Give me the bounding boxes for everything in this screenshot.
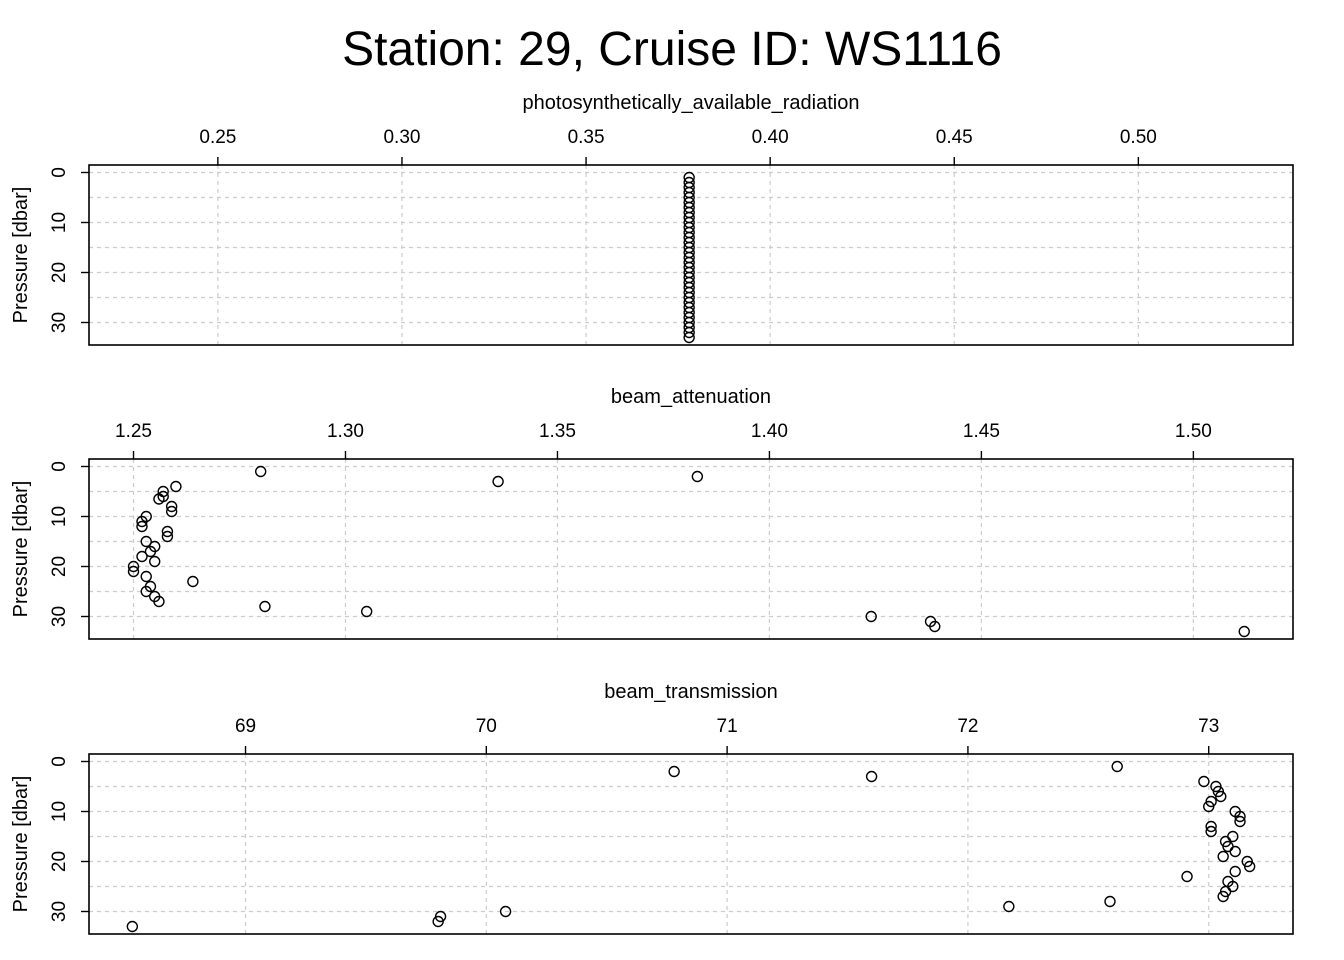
panel2-xtick-label-5: 1.50 bbox=[1175, 421, 1212, 442]
panel3-ytick-label-3: 30 bbox=[49, 901, 70, 922]
panel3-point-21 bbox=[1229, 865, 1241, 878]
panel2-point-14 bbox=[140, 535, 152, 548]
panel3-point-31 bbox=[432, 915, 444, 928]
panel3-point-26 bbox=[1217, 890, 1229, 903]
panel2-point-32 bbox=[1238, 625, 1250, 638]
panel2-point-7 bbox=[165, 500, 178, 513]
panel2-point-31 bbox=[929, 620, 941, 633]
panel3-point-6 bbox=[1215, 790, 1227, 803]
panel1-point-32 bbox=[683, 331, 695, 344]
panel1-frame bbox=[88, 164, 1294, 346]
panel3-xtick-label-4: 73 bbox=[1198, 716, 1219, 737]
panel2-point-27 bbox=[259, 600, 271, 613]
panel1-xtick-label-2: 0.35 bbox=[568, 127, 605, 148]
panel3-xtick-label-2: 71 bbox=[717, 716, 738, 737]
panel1-ylabel: Pressure [dbar] bbox=[10, 187, 32, 324]
panel2-xtick-label-3: 1.40 bbox=[751, 421, 788, 442]
chart-title: Station: 29, Cruise ID: WS1116 bbox=[342, 23, 1002, 76]
panel3-ytick-label-0: 0 bbox=[49, 756, 70, 767]
panel2-point-18 bbox=[149, 555, 161, 568]
panel1-xtick-label-0: 0.25 bbox=[199, 127, 236, 148]
panel2-point-29 bbox=[865, 610, 877, 623]
panel2-point-8 bbox=[165, 505, 178, 518]
panel3-xtick-label-0: 69 bbox=[235, 716, 256, 737]
panel2-frame bbox=[88, 458, 1294, 640]
panel3-point-3 bbox=[1198, 775, 1210, 788]
panel2-xtick-label-0: 1.25 bbox=[115, 421, 152, 442]
panel3-xtick-label-3: 72 bbox=[957, 716, 978, 737]
panel1-point-31 bbox=[683, 326, 695, 339]
panel2-xlabel: beam_attenuation bbox=[611, 386, 771, 408]
panel2-point-3 bbox=[170, 480, 182, 493]
panel1-xlabel: photosynthetically_available_radiation bbox=[523, 92, 860, 114]
panel2-point-2 bbox=[492, 475, 504, 488]
panel2-point-20 bbox=[127, 565, 140, 578]
panel2-ytick-label-3: 30 bbox=[49, 606, 70, 627]
panel1-ytick-label-2: 20 bbox=[49, 262, 70, 283]
panel2-ytick-label-1: 10 bbox=[49, 506, 70, 527]
panel2-point-16 bbox=[144, 545, 157, 558]
panel2-point-6 bbox=[153, 493, 165, 505]
panel3-point-20 bbox=[1243, 860, 1256, 873]
panel3-point-32 bbox=[126, 920, 139, 933]
panel2-xtick-label-2: 1.35 bbox=[539, 421, 576, 442]
panel3-point-8 bbox=[1203, 800, 1215, 813]
panel3-point-18 bbox=[1217, 850, 1229, 863]
panel2-point-28 bbox=[360, 605, 373, 618]
panel2-point-1 bbox=[691, 470, 704, 483]
panel1-ytick-label-0: 0 bbox=[49, 167, 70, 178]
panel2-point-21 bbox=[140, 570, 152, 583]
panel3-point-1 bbox=[668, 765, 680, 778]
panel3-point-11 bbox=[1234, 815, 1246, 828]
panel2-point-22 bbox=[187, 575, 199, 588]
panel3-point-17 bbox=[1229, 845, 1241, 858]
panel2-point-24 bbox=[140, 585, 152, 598]
panel3-ytick-label-2: 20 bbox=[49, 851, 70, 872]
panel3-point-12 bbox=[1205, 820, 1217, 833]
panel2-point-10 bbox=[136, 515, 148, 528]
panel3-point-10 bbox=[1234, 810, 1246, 823]
panel3-point-27 bbox=[1104, 895, 1116, 908]
panel3-ylabel: Pressure [dbar] bbox=[10, 776, 32, 913]
panel1-ytick-label-3: 30 bbox=[49, 312, 70, 333]
panel2-ylabel: Pressure [dbar] bbox=[10, 481, 32, 618]
panel3-xtick-label-1: 70 bbox=[476, 716, 497, 737]
panel3-point-0 bbox=[1111, 760, 1123, 773]
panel3-xlabel: beam_transmission bbox=[604, 681, 777, 703]
panel1-xtick-label-4: 0.45 bbox=[936, 127, 973, 148]
panel2-xtick-label-1: 1.30 bbox=[327, 421, 364, 442]
panel2-point-17 bbox=[136, 550, 148, 563]
panel2-point-12 bbox=[161, 525, 174, 538]
panel1-xtick-label-5: 0.50 bbox=[1120, 127, 1157, 148]
panel2-point-19 bbox=[127, 560, 140, 573]
panel3-ytick-label-1: 10 bbox=[49, 801, 70, 822]
panel2-ytick-label-0: 0 bbox=[49, 461, 70, 472]
panel2-xtick-label-4: 1.45 bbox=[963, 421, 1000, 442]
panel2-point-26 bbox=[153, 595, 165, 608]
panel2-ytick-label-2: 20 bbox=[49, 556, 70, 577]
panel3-point-13 bbox=[1205, 825, 1217, 838]
panel3-point-22 bbox=[1181, 870, 1193, 883]
panel3-frame bbox=[88, 753, 1294, 935]
panel2-point-11 bbox=[136, 520, 148, 533]
panel1-xtick-label-3: 0.40 bbox=[752, 127, 789, 148]
panel3-point-2 bbox=[865, 770, 878, 783]
panel2-point-13 bbox=[161, 530, 174, 543]
panel3-point-29 bbox=[499, 905, 512, 918]
panel2-point-0 bbox=[254, 465, 267, 478]
panel1-ytick-label-1: 10 bbox=[49, 212, 70, 233]
panel1-xtick-label-1: 0.30 bbox=[383, 127, 420, 148]
panel3-point-28 bbox=[1003, 900, 1015, 913]
